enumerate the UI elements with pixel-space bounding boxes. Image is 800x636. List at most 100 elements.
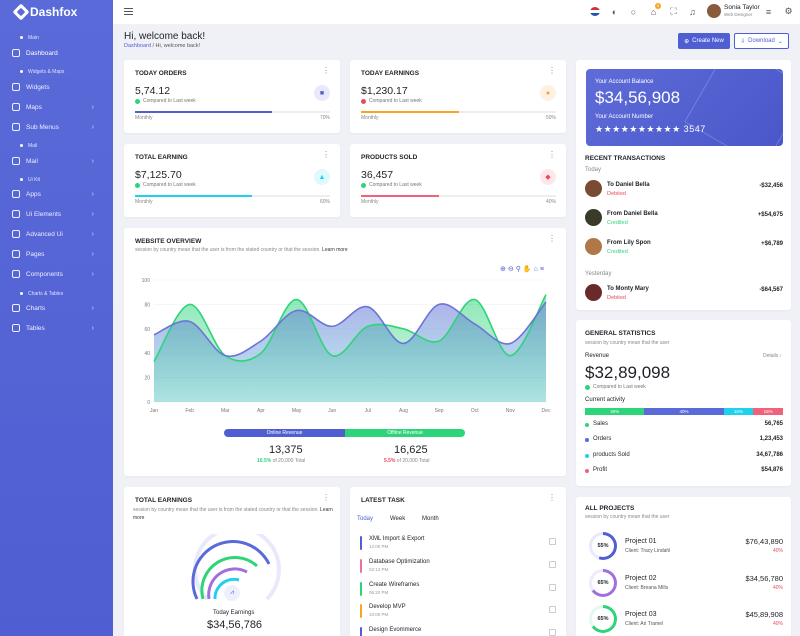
gear-icon[interactable]: ⚙ [784,6,793,16]
transaction-row[interactable]: From Daniel Bella Credited +$54,675 [585,209,783,229]
projects-title: ALL PROJECTS [585,505,635,512]
progress-label: Monthly [135,199,153,205]
more-options-icon[interactable]: ⋮ [322,66,330,75]
sidebar-item-ui-elements[interactable]: Ui Elements › [12,207,108,221]
total-earnings-title: TOTAL EARNINGS [135,497,193,504]
project-row[interactable]: 55% Project 01 Client: Tracy Lindahl $76… [585,532,783,562]
project-row[interactable]: 65% Project 02 Client: Breana Mills $34,… [585,569,783,599]
chevron-right-icon: › [91,157,94,165]
sidebar-item-label: Widgets [26,83,50,91]
task-checkbox[interactable] [549,606,556,613]
task-time: 10:00 PM [369,612,389,617]
menu-toggle-icon[interactable] [124,8,133,15]
home-icon: ▲ [314,169,330,185]
task-checkbox[interactable] [549,584,556,591]
zoom-in-icon[interactable]: ⊕ [500,266,508,273]
learn-more-link[interactable]: Learn more [133,507,333,521]
task-checkbox[interactable] [549,629,556,636]
task-item[interactable]: Develop MVP 10:00 PM [360,603,556,621]
transaction-row[interactable]: To Monty Mary Debited -$64,567 [585,284,783,304]
magnifier-icon[interactable]: ⚲ [515,266,523,273]
online-revenue-note: 10.5% of 20,000 Total [257,458,305,464]
sidebar-item-advanced-ui[interactable]: Advanced Ui › [12,227,108,241]
sidebar-item-apps[interactable]: Apps › [12,187,108,201]
task-item[interactable]: Create Wireframes 06:20 PM [360,581,556,599]
stat-title: TODAY ORDERS [135,70,187,77]
sidebar-item-pages[interactable]: Pages › [12,247,108,261]
more-options-icon[interactable]: ⋮ [548,493,556,502]
overview-chart: 0 20 40 60 80 100 Jan Feb Mar Apr May Jun Jul Aug Sep O… [142,278,551,414]
stat-compare: Compared to Last week [361,182,422,188]
task-item[interactable]: XML Import & Export 12:00 PM [360,535,556,553]
stat-value: $1,230.17 [361,85,408,97]
menu-grid-icon[interactable]: ≡ [765,6,772,17]
projects-subtitle: session by country mean that the user [585,514,670,520]
progress-bar [135,195,330,197]
more-options-icon[interactable]: ⋮ [548,66,556,75]
project-ring-label: 55% [597,543,609,549]
more-options-icon[interactable]: ⋮ [322,150,330,159]
tab-week[interactable]: Week [390,516,406,522]
offline-revenue-legend: Offline Revenue [345,429,465,437]
task-name: Create Wireframes [369,582,420,588]
stat-title: TOTAL EARNING [135,154,188,161]
sidebar-item-dashboard[interactable]: Dashboard [12,46,108,60]
online-revenue-note-text: of 20,000 Total [272,458,306,464]
download-button[interactable]: ⇩ Download ⌄ [734,33,789,49]
task-item[interactable]: Database Optimization 02:13 PM [360,558,556,576]
home-icon[interactable]: ⌂ [533,266,540,273]
bell-icon[interactable]: ♫ [689,6,696,17]
revenue-compare: Compared to Last week [585,384,646,390]
user-name[interactable]: Sonia Taylor [724,4,760,11]
task-checkbox[interactable] [549,561,556,568]
project-progress-ring: 65% [589,605,617,633]
search-icon[interactable]: ○ [630,6,637,17]
sidebar-item-components[interactable]: Components › [12,267,108,281]
tab-month[interactable]: Month [422,516,439,522]
avatar[interactable] [707,4,721,18]
zoom-out-icon[interactable]: ⊖ [507,266,516,273]
brand-name: Dashfox [30,5,78,19]
project-amount: $45,89,908 [745,610,783,619]
more-options-icon[interactable]: ⋮ [548,234,556,243]
page-title: Hi, welcome back! [124,31,206,42]
sidebar-item-tables[interactable]: Tables › [12,321,108,335]
task-time: 02:13 PM [369,567,389,572]
stat-card-earnings: TODAY EARNINGS ⋮ $1,230.17 Compared to L… [350,60,566,133]
transaction-row[interactable]: From Lily Spon Credited +$6,789 [585,238,783,258]
sidebar-item-label: Sub Menus [26,123,59,131]
chevron-down-icon: ⌄ [777,38,783,45]
trend-up-icon [585,384,590,390]
sidebar-item-maps[interactable]: Maps › [12,100,108,114]
progress-bar [361,111,556,113]
sidebar-item-widgets[interactable]: Widgets [12,80,108,94]
sidebar-item-mail[interactable]: Mail › [12,154,108,168]
sidebar-item-charts[interactable]: Charts › [12,301,108,315]
more-options-icon[interactable]: ⋮ [548,150,556,159]
details-link[interactable]: Details › [763,353,782,359]
task-item[interactable]: Design Evommerce [360,626,556,636]
sidebar-item-sub-menus[interactable]: Sub Menus › [12,120,108,134]
language-flag-icon[interactable] [590,7,600,16]
fullscreen-icon[interactable]: ⛶ [670,6,677,16]
plus-icon: ⊕ [684,38,690,45]
transaction-row[interactable]: To Daniel Bella Debited -$32,456 [585,180,783,200]
create-new-button[interactable]: ⊕ Create New [678,33,730,49]
moon-icon[interactable]: ◐ [611,6,618,17]
menu-icon[interactable]: ≡ [539,266,546,273]
avatar [585,238,602,255]
brand-logo[interactable]: Dashfox [0,0,113,24]
activity-segment: 40% [644,408,724,415]
task-checkbox[interactable] [549,538,556,545]
project-client: Client: Breana Mills [625,585,669,591]
pan-hand-icon[interactable]: ✋ [522,266,534,273]
series-area [154,301,546,402]
learn-more-link[interactable]: Learn more [322,247,348,253]
activity-segment: 15% [723,408,754,415]
more-options-icon[interactable]: ⋮ [322,493,330,502]
cart-icon[interactable]: ⌂ [650,6,657,17]
task-name: Database Optimization [369,559,430,565]
tab-today[interactable]: Today [357,516,374,522]
project-row[interactable]: 65% Project 03 Client: Ari Tramel $45,89… [585,605,783,635]
breadcrumb-home[interactable]: Dashboard [124,43,151,49]
